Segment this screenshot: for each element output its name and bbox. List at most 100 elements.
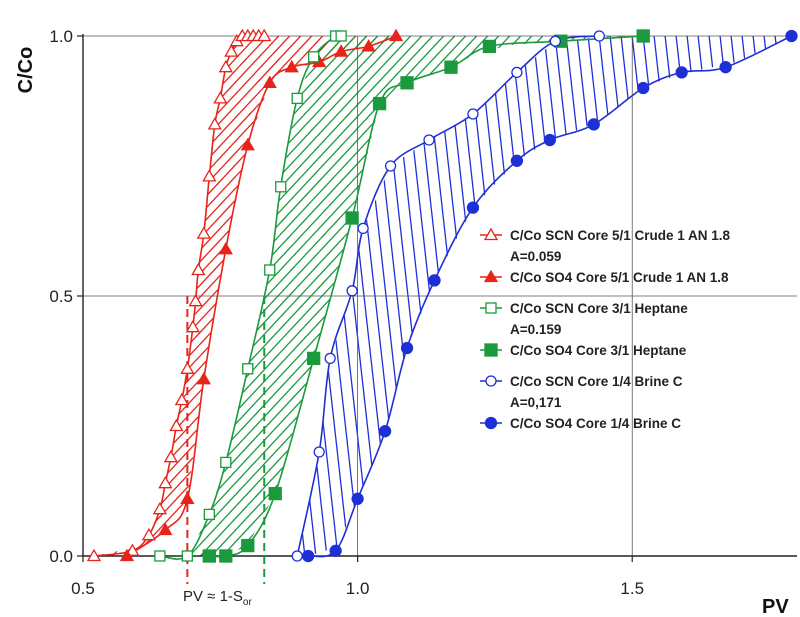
data-point xyxy=(593,30,605,42)
data-point xyxy=(219,549,233,563)
series-points-4 xyxy=(291,30,605,562)
data-point xyxy=(163,449,178,463)
data-point xyxy=(86,548,102,562)
data-point xyxy=(202,549,216,563)
pv-annotation-subscript: or xyxy=(243,597,253,608)
x-tick-label: 0.5 xyxy=(71,579,95,598)
legend-label: C/Co SCN Core 3/1 Heptane xyxy=(510,301,688,316)
legend-label: C/Co SO4 Core 1/4 Brine C xyxy=(510,416,681,431)
y-tick-label: 1.0 xyxy=(49,27,73,46)
data-point xyxy=(400,341,414,355)
data-point xyxy=(220,456,232,469)
data-point xyxy=(384,160,397,172)
data-point xyxy=(196,371,211,385)
data-point xyxy=(511,66,523,79)
legend-label: C/Co SCN Core 5/1 Crude 1 AN 1.8 xyxy=(510,228,731,243)
data-point xyxy=(207,117,222,130)
data-point xyxy=(141,527,157,541)
data-point xyxy=(158,475,173,489)
data-point xyxy=(549,35,561,47)
data-point xyxy=(307,351,321,366)
data-point xyxy=(268,486,282,501)
data-point xyxy=(400,76,414,90)
hatch-line xyxy=(94,36,322,556)
data-point xyxy=(335,30,347,42)
data-point xyxy=(241,538,255,553)
data-point xyxy=(785,29,798,43)
data-point xyxy=(428,274,441,287)
data-point xyxy=(313,446,325,458)
data-point xyxy=(719,61,732,74)
data-point xyxy=(262,75,277,88)
data-points xyxy=(86,28,798,563)
pv-marker-lines xyxy=(186,296,266,584)
legend-marker xyxy=(485,375,497,387)
data-point xyxy=(482,39,497,54)
grid-lines xyxy=(83,35,797,556)
y-axis-title: C/Co xyxy=(15,47,37,94)
legend-area-label: A=0,171 xyxy=(510,395,562,410)
data-point xyxy=(152,501,168,515)
legend-area-label: A=0.159 xyxy=(510,322,561,337)
legend-label: C/Co SO4 Core 3/1 Heptane xyxy=(510,343,687,358)
data-point xyxy=(264,264,276,276)
series-line-4 xyxy=(296,35,600,557)
legend-marker xyxy=(485,302,497,314)
tick-labels: 0.5 1.0 1.5 0.0 0.5 1.0 xyxy=(49,27,644,598)
data-point xyxy=(202,169,217,182)
data-point xyxy=(180,361,195,374)
data-point xyxy=(302,549,315,563)
data-point xyxy=(346,285,358,297)
data-point xyxy=(378,425,392,438)
data-point xyxy=(308,51,320,63)
series-points-1 xyxy=(119,28,404,562)
x-axis-title: PV xyxy=(762,596,789,617)
axes xyxy=(77,34,797,562)
data-point xyxy=(423,134,435,146)
data-point xyxy=(543,133,556,147)
legend-label: C/Co SCN Core 1/4 Brine C xyxy=(510,374,683,389)
y-tick-label: 0.5 xyxy=(49,287,73,306)
pv-annotation-text: PV ≈ 1-S xyxy=(183,588,243,605)
data-point xyxy=(372,96,387,111)
data-point xyxy=(275,181,287,193)
y-tick-label: 0.0 xyxy=(49,547,73,566)
data-point xyxy=(240,137,255,151)
data-point xyxy=(675,66,688,79)
data-point xyxy=(119,548,135,562)
hatch-line xyxy=(94,36,333,556)
data-point xyxy=(361,39,376,52)
data-point xyxy=(213,91,228,104)
data-point xyxy=(180,491,195,504)
data-point xyxy=(329,544,342,557)
data-point xyxy=(466,201,480,214)
data-point xyxy=(196,226,211,239)
hatch-line xyxy=(187,36,399,556)
data-point xyxy=(154,550,166,562)
data-point xyxy=(467,108,479,120)
data-point xyxy=(125,543,140,556)
hatch-line xyxy=(94,36,311,556)
data-point xyxy=(637,81,650,95)
data-point xyxy=(345,211,359,225)
data-point xyxy=(351,492,364,505)
hatch-line xyxy=(187,36,432,556)
series-points-5 xyxy=(302,29,798,563)
legend: C/Co SCN Core 5/1 Crude 1 AN 1.8 A=0.059 C… xyxy=(480,227,731,431)
data-point xyxy=(218,241,233,255)
data-point xyxy=(636,29,650,43)
pv-annotation: PV ≈ 1-Sor xyxy=(183,588,252,608)
x-tick-label: 1.0 xyxy=(346,579,370,598)
data-point xyxy=(218,59,233,73)
data-point xyxy=(291,550,303,562)
data-point xyxy=(191,262,206,276)
legend-marker xyxy=(483,269,499,283)
hatch-line xyxy=(187,36,421,556)
data-point xyxy=(510,154,524,167)
data-point xyxy=(284,59,299,73)
legend-marker xyxy=(483,227,499,241)
data-point xyxy=(257,28,272,42)
data-point xyxy=(203,508,215,521)
data-point xyxy=(291,92,303,105)
